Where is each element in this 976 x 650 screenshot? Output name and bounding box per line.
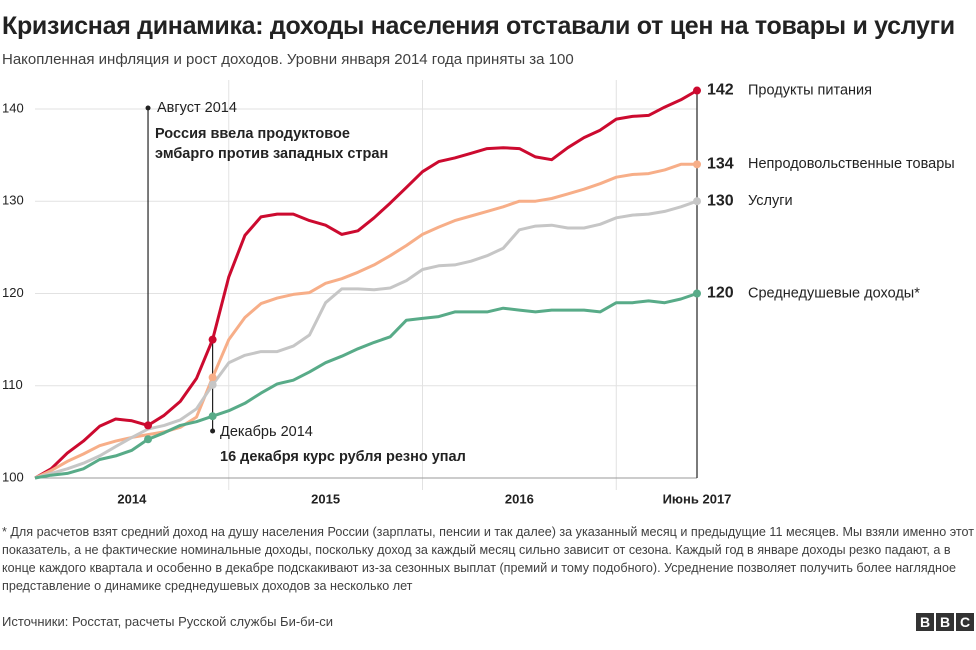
value-label: 134 [707,156,734,173]
x-tick-label: Июнь 2017 [663,491,732,506]
footnote: * Для расчетов взят средний доход на душ… [2,525,974,593]
value-label: 130 [707,192,734,209]
value-label: 120 [707,285,734,302]
annotation-text: эмбарго против западных стран [155,146,388,162]
logo-letter: B [916,613,934,631]
chart-title: Кризисная динамика: доходы населения отс… [2,12,955,40]
point-marker [208,412,217,421]
x-tick-label: 2016 [505,491,534,506]
point-marker [693,86,701,95]
x-tick-label: 2014 [117,491,147,506]
chart-subtitle: Накопленная инфляция и рост доходов. Уро… [2,51,574,68]
y-tick-label: 140 [2,100,24,115]
annotation-label: Декабрь 2014 [220,424,313,440]
legend-label: Продукты питания [748,82,872,98]
y-tick-label: 120 [2,285,24,300]
annotation-dot [210,428,216,434]
point-marker [208,373,217,382]
point-marker [208,335,217,344]
x-tick-label: 2015 [311,491,340,506]
point-marker [693,197,701,206]
series-line [34,162,697,480]
source: Источники: Росстат, расчеты Русской служ… [2,614,333,629]
annotation-text: Россия ввела продуктовое [155,126,350,142]
legend-label: Непродовольственные товары [748,156,955,172]
point-marker [144,435,153,444]
point-marker [208,380,217,389]
annotation-dot [145,105,151,111]
y-tick-label: 100 [2,469,24,484]
logo-letter: B [936,613,954,631]
annotation-label: Август 2014 [157,100,237,116]
annotation-text: 16 декабря курс рубля резно упал [220,449,466,465]
point-marker [693,289,701,298]
y-tick-label: 130 [2,193,24,208]
series-line [34,199,698,480]
legend-label: Среднедушевые доходы* [748,285,920,301]
chart: 100 110 120 130 140 2014 2015 2016 Июнь 2017 142 П… [2,80,955,506]
y-tick-label: 110 [2,377,23,392]
logo-letter: C [956,613,974,631]
logo: B B C [916,613,974,631]
point-marker [144,421,153,430]
point-marker [693,160,701,169]
value-label: 142 [707,82,734,99]
legend-label: Услуги [748,193,793,209]
